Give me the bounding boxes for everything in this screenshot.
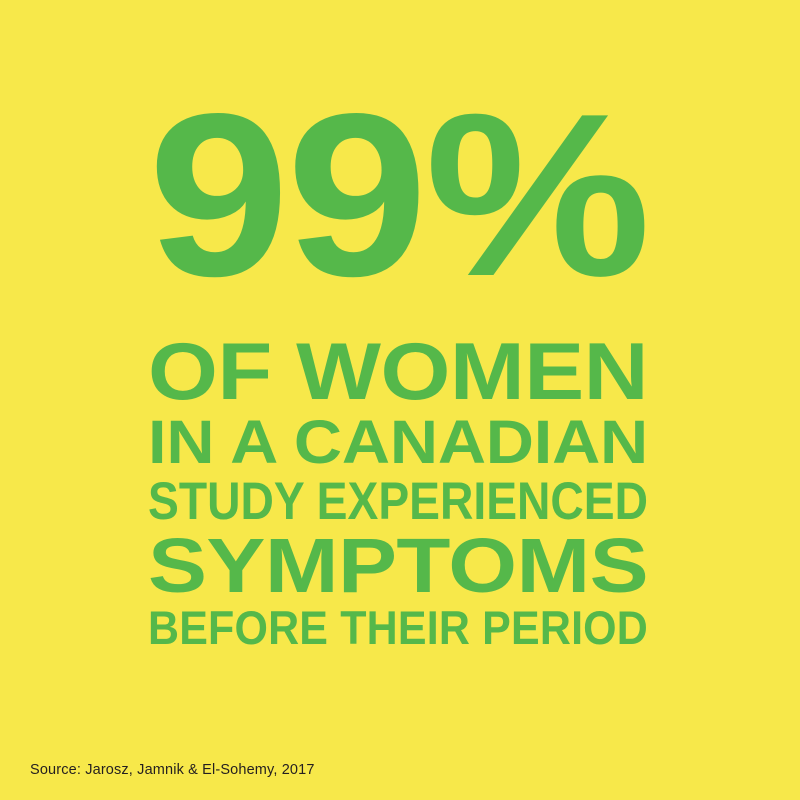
headline-line-1: OF WOMEN <box>148 332 649 413</box>
statistic-99-percent: 99% <box>148 80 651 312</box>
headline-line-1-text: OF WOMEN <box>148 327 649 417</box>
headline-line-5: BEFORE THEIR PERIOD <box>148 604 648 651</box>
statistic-value: 99% <box>148 66 651 325</box>
headline-line-4-text: SYMPTOMS <box>148 523 649 609</box>
headline-line-2-text: IN A CANADIAN <box>148 408 648 476</box>
headline-line-3: STUDY EXPERIENCED <box>148 475 648 528</box>
headline-line-5-text: BEFORE THEIR PERIOD <box>148 601 648 654</box>
headline-line-4: SYMPTOMS <box>148 528 649 605</box>
source-citation: Source: Jarosz, Jamnik & El-Sohemy, 2017 <box>30 762 315 778</box>
headline-line-3-text: STUDY EXPERIENCED <box>148 472 648 531</box>
headline-block: 99% OF WOMEN IN A CANADIAN STUDY EXPERIE… <box>148 80 651 652</box>
headline-line-2: IN A CANADIAN <box>148 412 648 473</box>
